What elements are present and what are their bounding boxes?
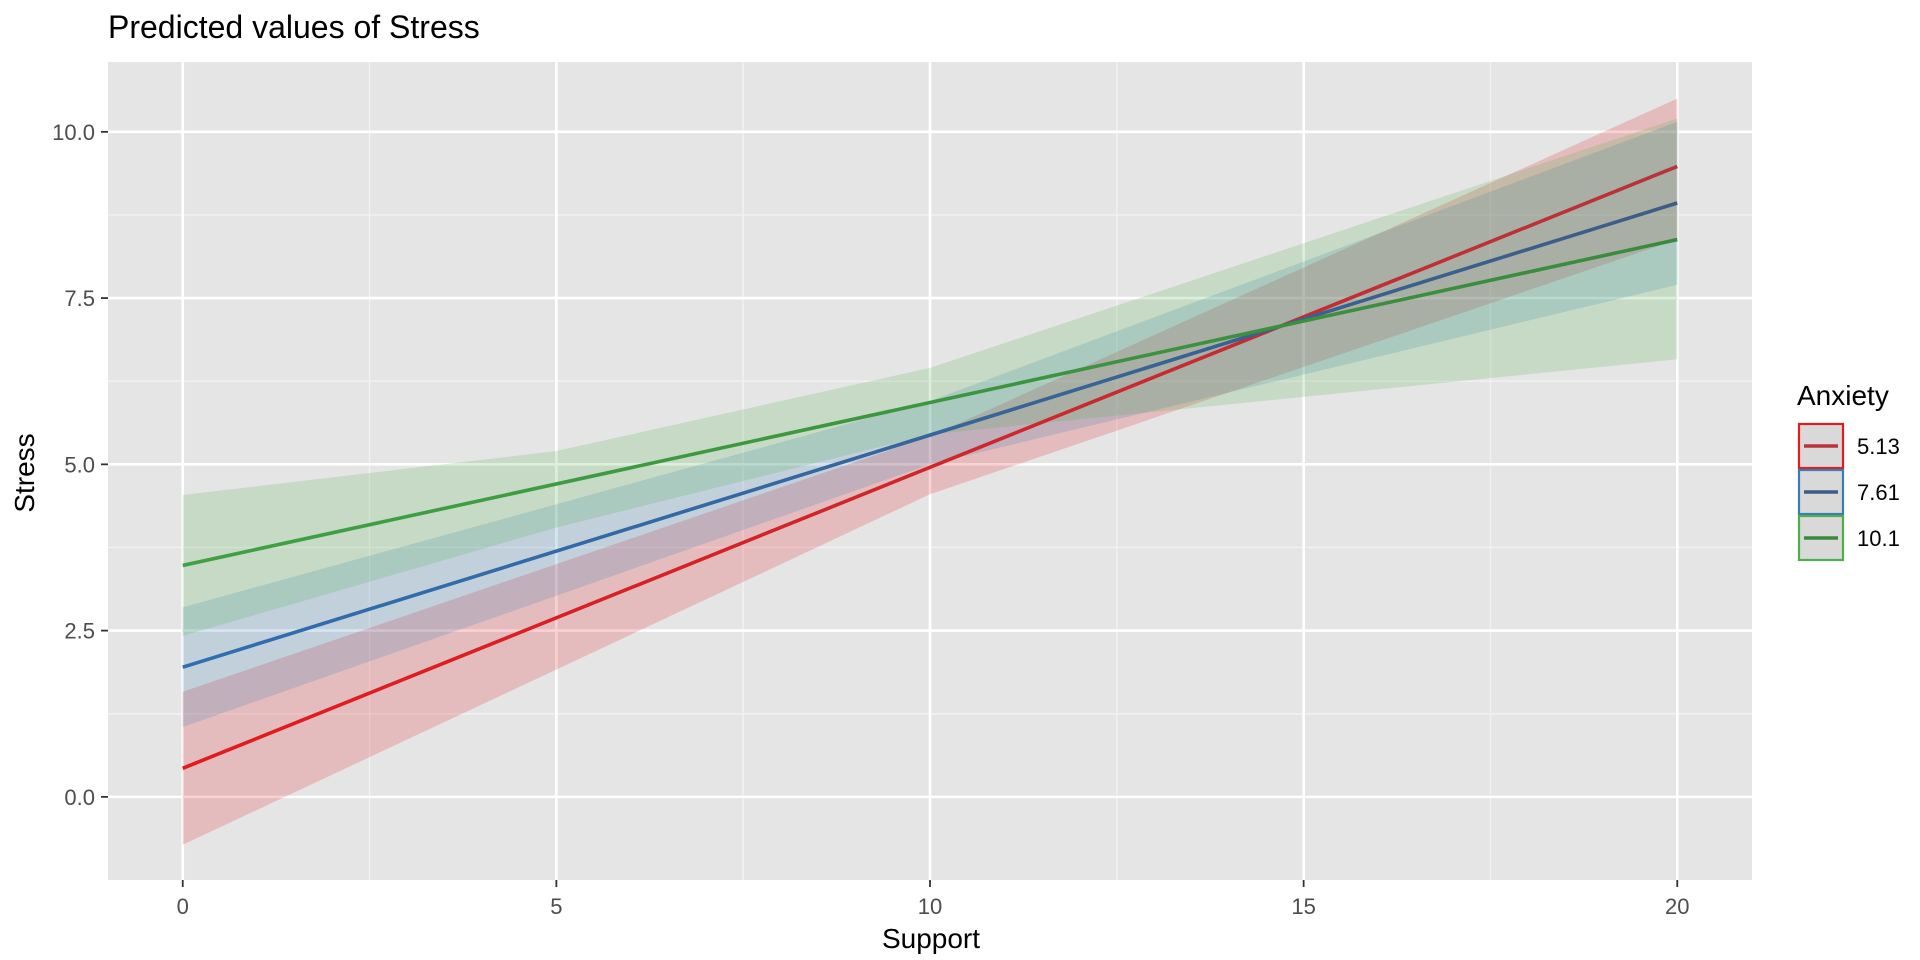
x-tick-label: 20 bbox=[1665, 894, 1689, 919]
legend-label-7.61: 7.61 bbox=[1857, 480, 1900, 505]
series-line-10.1 bbox=[182, 237, 1678, 568]
x-tick-label: 15 bbox=[1291, 894, 1315, 919]
ci-band-10.1 bbox=[182, 118, 1678, 636]
series-line-5.13 bbox=[182, 164, 1678, 770]
x-tick-label: 10 bbox=[918, 894, 942, 919]
plot-area: 0 5 10 15 20 0.0 2.5 5.0 7.5 10.0 bbox=[52, 62, 1752, 919]
y-tick-label: 7.5 bbox=[64, 286, 95, 311]
chart-title: Predicted values of Stress bbox=[108, 9, 480, 45]
legend-label-10.1: 10.1 bbox=[1857, 526, 1900, 551]
legend-label-5.13: 5.13 bbox=[1857, 434, 1900, 459]
ci-band-5.13 bbox=[182, 98, 1678, 845]
y-tick-label: 2.5 bbox=[64, 619, 95, 644]
x-axis-title: Support bbox=[882, 923, 980, 954]
y-tick-label: 10.0 bbox=[52, 120, 95, 145]
legend: Anxiety 5.13 7.61 10.1 bbox=[1797, 380, 1900, 562]
legend-title: Anxiety bbox=[1797, 380, 1889, 411]
y-tick-label: 5.0 bbox=[64, 452, 95, 477]
ci-band-7.61 bbox=[182, 121, 1678, 728]
y-axis-title: Stress bbox=[9, 433, 40, 512]
y-tick-label: 0.0 bbox=[64, 785, 95, 810]
x-tick-label: 0 bbox=[177, 894, 189, 919]
series-line-7.61 bbox=[182, 201, 1678, 669]
legend-items: 5.13 7.61 10.1 bbox=[1797, 422, 1900, 562]
x-tick-label: 5 bbox=[550, 894, 562, 919]
